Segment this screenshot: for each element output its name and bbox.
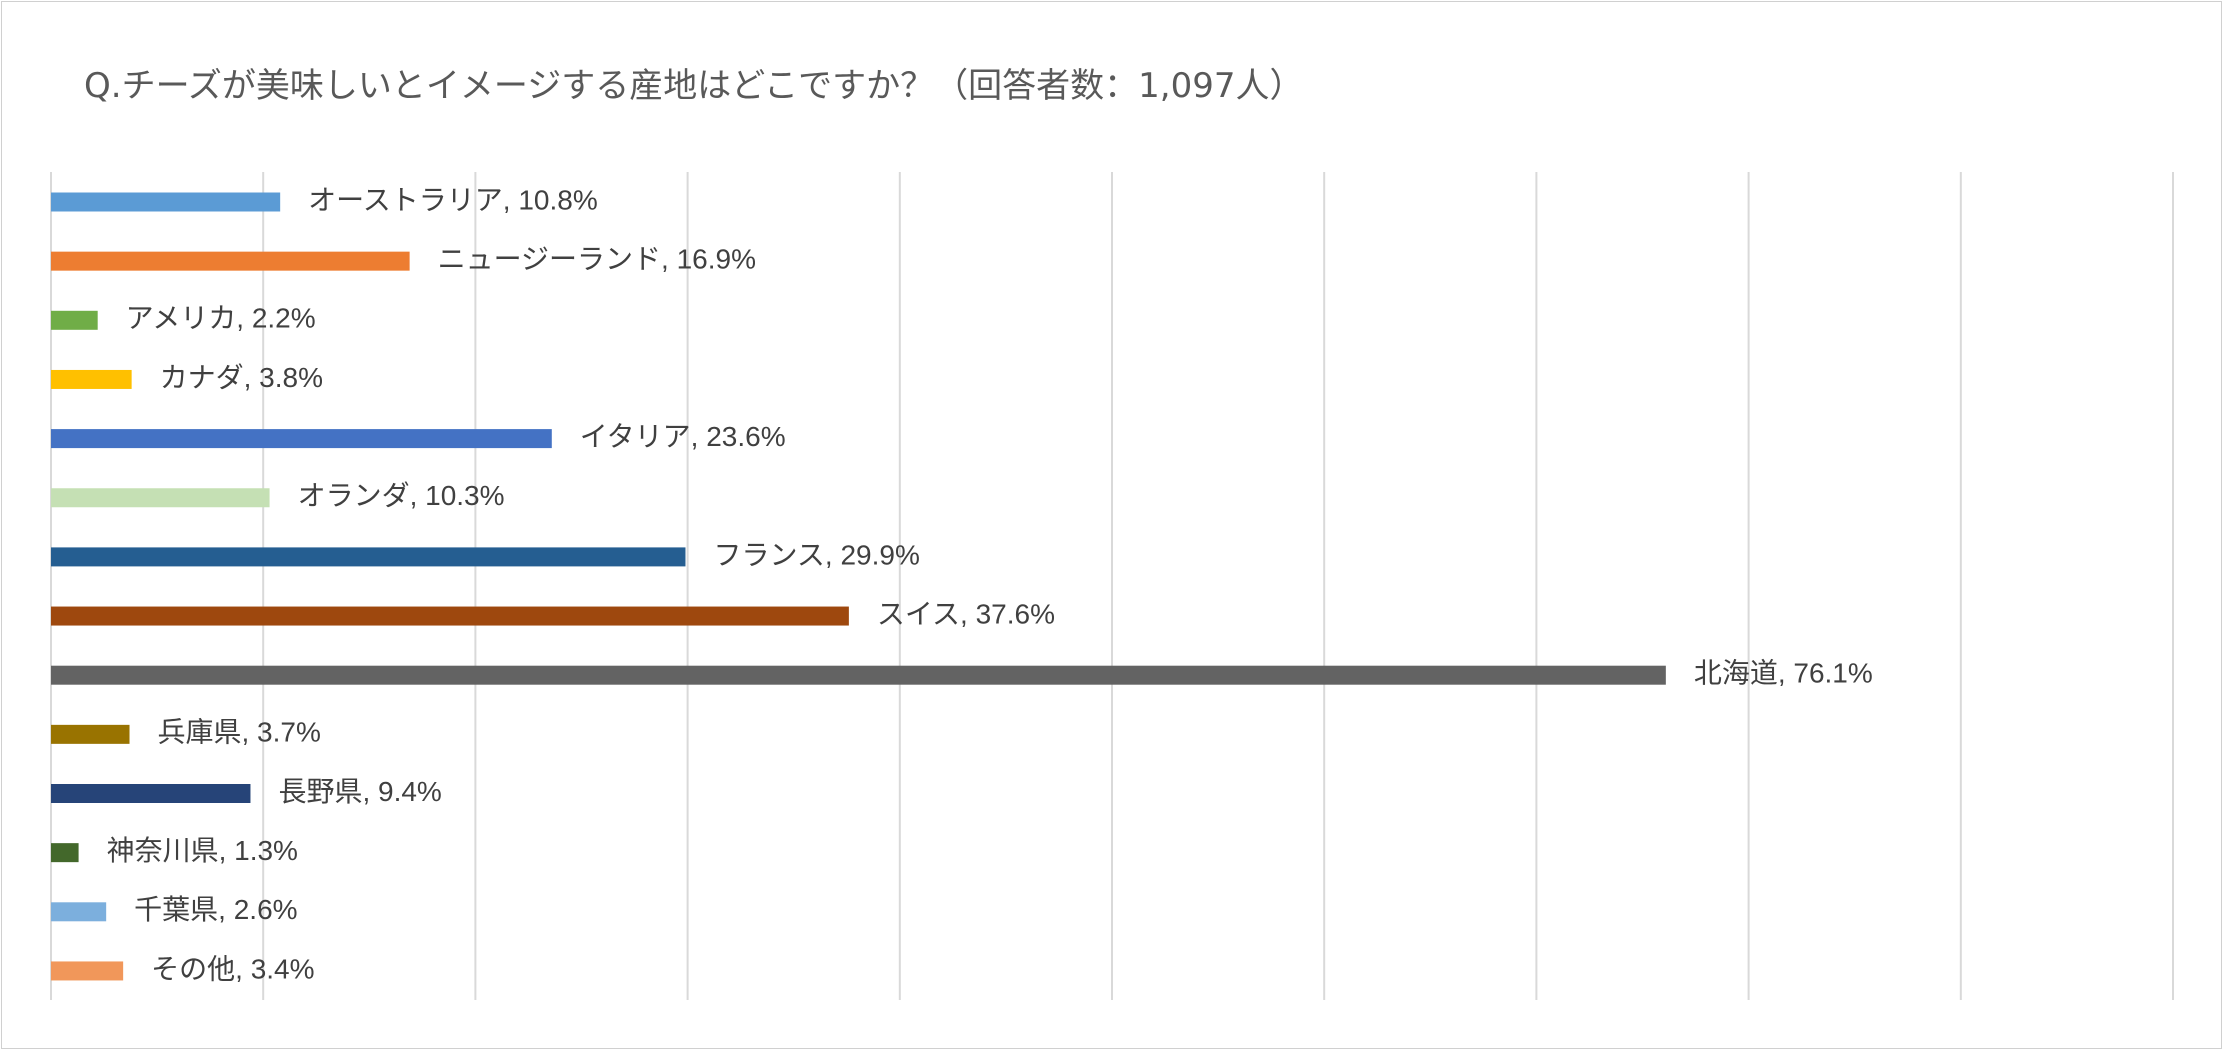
data-label: アメリカ, 2.2% — [126, 303, 316, 334]
data-label: フランス, 29.9% — [713, 539, 919, 570]
bar — [51, 488, 270, 508]
data-label: 兵庫県, 3.7% — [158, 717, 321, 748]
bar — [51, 251, 410, 271]
data-label: 千葉県, 2.6% — [134, 894, 297, 925]
data-label: スイス, 37.6% — [877, 598, 1055, 629]
data-label: 北海道, 76.1% — [1694, 658, 1873, 689]
data-label: その他, 3.4% — [151, 953, 314, 984]
bar — [51, 192, 281, 212]
gridlines — [50, 172, 2174, 1000]
bar — [51, 547, 686, 567]
bar — [51, 665, 1666, 685]
data-label: オーストラリア, 10.8% — [308, 184, 598, 215]
bar — [51, 429, 552, 449]
bar — [51, 784, 251, 803]
bar — [51, 310, 98, 330]
data-label: ニュージーランド, 16.9% — [438, 244, 756, 275]
data-label: オランダ, 10.3% — [298, 480, 505, 511]
bar — [51, 606, 849, 626]
data-label: カナダ, 3.8% — [160, 362, 323, 393]
bar — [51, 961, 124, 981]
data-label: 長野県, 9.4% — [278, 776, 441, 807]
bar — [51, 902, 107, 922]
bar — [51, 369, 132, 389]
data-labels: オーストラリア, 10.8% ニュージーランド, 16.9% アメリカ, 2.2% カ… — [107, 184, 1873, 984]
bar — [51, 724, 130, 744]
data-label: 神奈川県, 1.3% — [107, 835, 298, 866]
chart-title: Q.チーズが美味しいとイメージする産地はどこですか？（回答者数：1,097人） — [84, 66, 1304, 106]
bars — [51, 192, 1666, 981]
bar — [51, 843, 79, 863]
data-label: イタリア, 23.6% — [580, 421, 786, 452]
